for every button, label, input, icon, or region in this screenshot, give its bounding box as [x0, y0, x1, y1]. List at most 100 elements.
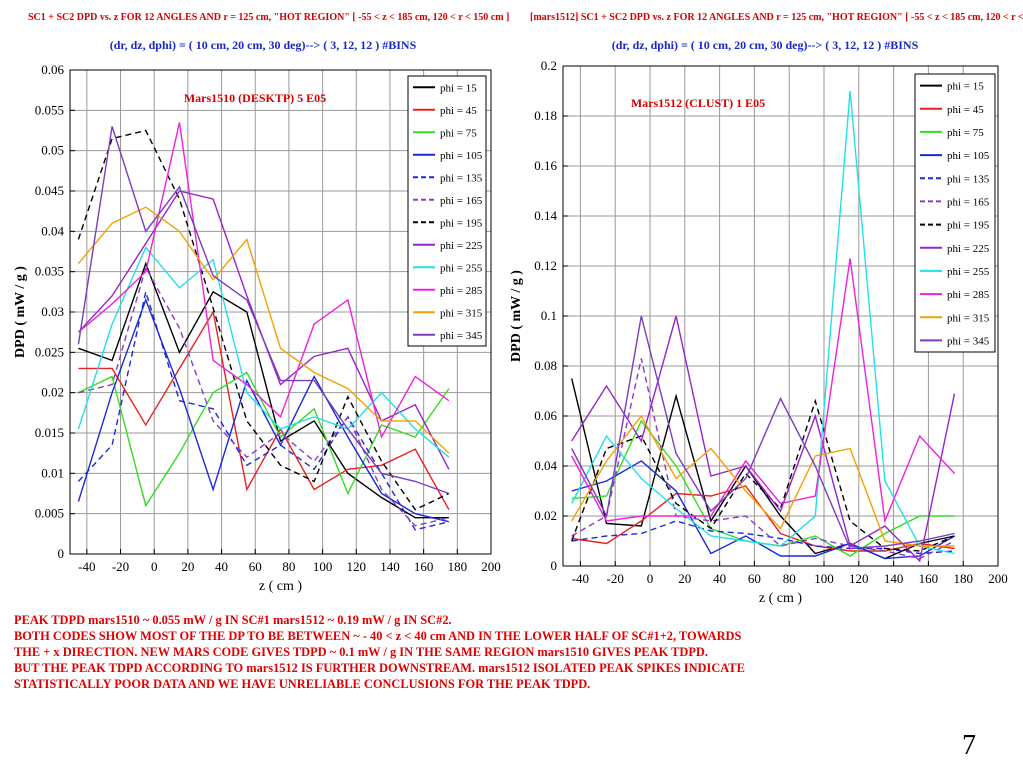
x-tick-label: 40 [713, 571, 726, 586]
legend-box [407, 75, 487, 347]
series-line [78, 265, 450, 527]
note-line: PEAK TDPD mars1510 ~ 0.055 mW / g IN SC#… [14, 613, 452, 627]
y-tick-label: 0.05 [41, 143, 64, 158]
x-tick-label: -40 [78, 559, 95, 574]
y-axis-label: DPD ( mW / g ) [509, 270, 524, 362]
y-tick-label: 0.06 [534, 408, 557, 423]
note-line: STATISTICALLY POOR DATA AND WE HAVE UNRE… [14, 677, 591, 691]
legend-label: phi = 255 [947, 266, 990, 278]
legend-label: phi = 285 [947, 289, 990, 301]
x-tick-label: 100 [814, 571, 834, 586]
legend-label: phi = 135 [440, 172, 483, 184]
x-tick-label: 40 [215, 559, 228, 574]
chart2-plot: -40 -20 0 20 40 60 80 100 120 140 160 180 200 0 0.02 0.… [509, 58, 1008, 606]
chart1-subtitle: (dr, dz, dphi) = ( 10 cm, 20 cm, 30 deg)… [109, 38, 417, 52]
series-line [77, 246, 450, 458]
x-tick-label: 140 [884, 571, 904, 586]
legend-label: phi = 105 [440, 150, 483, 162]
series-line [571, 398, 955, 552]
legend-box [914, 73, 996, 353]
x-tick-label: 80 [282, 559, 295, 574]
legend-label: phi = 285 [440, 285, 483, 297]
series-line [78, 261, 449, 519]
y-tick-label: 0.16 [534, 158, 557, 173]
x-tick-label: 0 [647, 571, 654, 586]
x-tick-label: 20 [678, 571, 691, 586]
chart2-title: [mars1512] SC1 + SC2 DPD vs. z FOR 12 AN… [530, 12, 1023, 23]
legend-label: phi = 165 [947, 196, 990, 208]
x-tick-label: 160 [919, 571, 939, 586]
legend-label: phi = 255 [440, 262, 483, 274]
x-tick-label: -20 [607, 571, 624, 586]
chart2-subtitle: (dr, dz, dphi) = ( 10 cm, 20 cm, 30 deg)… [611, 38, 919, 52]
y-tick-label: 0.015 [35, 425, 64, 440]
legend-label: phi = 315 [947, 312, 990, 324]
y-tick-label: 0.035 [35, 264, 64, 279]
y-tick-label: 0.1 [541, 308, 557, 323]
y-tick-label: 0.005 [35, 506, 64, 521]
series-line [571, 460, 955, 560]
x-tick-label: 0 [151, 559, 158, 574]
y-tick-label: 0 [551, 558, 558, 573]
x-tick-label: 120 [849, 571, 869, 586]
x-tick-label: -40 [572, 571, 589, 586]
chart1-title: SC1 + SC2 DPD vs. z FOR 12 ANGLES AND r … [28, 12, 510, 23]
x-tick-label: 180 [953, 571, 973, 586]
y-tick-label: 0.04 [534, 458, 557, 473]
x-tick-label: 60 [748, 571, 761, 586]
legend-label: phi = 75 [947, 127, 984, 139]
legend-label: phi = 345 [440, 330, 483, 342]
series-line [77, 122, 450, 439]
legend-label: phi = 225 [947, 243, 990, 255]
legend-label: phi = 225 [440, 240, 483, 252]
y-tick-label: 0.03 [41, 304, 64, 319]
x-tick-label: 80 [783, 571, 796, 586]
y-tick-label: 0.055 [35, 102, 64, 117]
x-tick-label: 200 [481, 559, 501, 574]
x-axis-label: z ( cm ) [259, 579, 302, 594]
series-line [77, 206, 450, 454]
series-line [571, 315, 955, 550]
series-line [571, 520, 955, 555]
series-line [571, 414, 955, 547]
y-tick-label: 0.18 [534, 108, 557, 123]
chart-annotation: Mars1512 (CLUST) 1 E05 [631, 96, 765, 110]
x-tick-label: 200 [988, 571, 1008, 586]
x-tick-label: 100 [313, 559, 333, 574]
series-line [77, 126, 450, 495]
note-line: THE + x DIRECTION. NEW MARS CODE GIVES T… [14, 645, 708, 659]
x-axis-label: z ( cm ) [759, 591, 802, 606]
y-tick-label: 0.01 [41, 465, 64, 480]
y-tick-label: 0.06 [41, 62, 64, 77]
y-tick-label: 0.14 [534, 208, 557, 223]
chart-annotation: Mars1510 (DESKTP) 5 E05 [184, 91, 326, 105]
x-tick-label: 180 [448, 559, 468, 574]
notes-block: PEAK TDPD mars1510 ~ 0.055 mW / g IN SC#… [14, 612, 1004, 692]
y-tick-label: 0 [58, 546, 65, 561]
legend-label: phi = 75 [440, 127, 477, 139]
legend-label: phi = 165 [440, 195, 483, 207]
x-tick-label: 120 [347, 559, 367, 574]
x-tick-label: 140 [380, 559, 400, 574]
y-tick-label: 0.02 [534, 508, 557, 523]
legend-label: phi = 195 [947, 220, 990, 232]
series-line [78, 310, 450, 510]
note-line: BUT THE PEAK TDPD ACCORDING TO mars1512 … [14, 661, 745, 675]
x-tick-label: 160 [414, 559, 434, 574]
legend-label: phi = 345 [947, 335, 990, 347]
y-axis-label: DPD ( mW / g ) [13, 266, 28, 358]
legend-label: phi = 15 [440, 82, 477, 94]
series-line [77, 129, 450, 511]
x-tick-label: 20 [181, 559, 194, 574]
legend-label: phi = 45 [947, 104, 984, 116]
page-number: 7 [962, 730, 976, 761]
y-tick-label: 0.025 [35, 344, 64, 359]
series-line [77, 289, 450, 531]
y-tick-label: 0.08 [534, 358, 557, 373]
y-tick-label: 0.02 [41, 385, 64, 400]
legend-label: phi = 315 [440, 307, 483, 319]
y-tick-label: 0.12 [534, 258, 557, 273]
legend-label: phi = 135 [947, 173, 990, 185]
series-line [571, 90, 955, 555]
x-tick-label: -20 [112, 559, 129, 574]
